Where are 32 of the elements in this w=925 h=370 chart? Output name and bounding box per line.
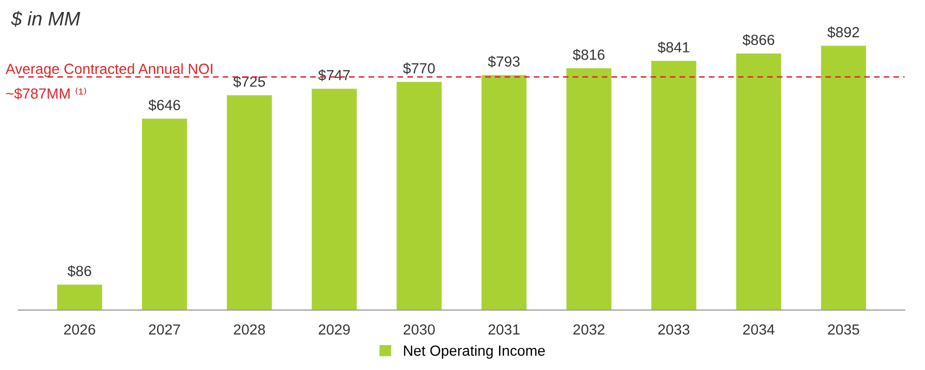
bar [142,118,187,310]
x-tick-label: 2029 [318,324,350,335]
x-tick-label: 2031 [488,324,520,335]
bar [226,95,272,310]
data-label: $770 [403,62,435,74]
data-label: $793 [488,56,520,68]
bar [57,284,102,310]
bar [736,53,782,310]
legend-label: Net Operating Income [404,345,545,359]
bar [566,68,612,310]
bar [396,82,442,310]
data-label: $747 [318,69,350,82]
bar [821,46,866,310]
x-tick-label: 2030 [404,324,435,335]
x-tick-label: 2028 [234,324,265,335]
data-label: $86 [68,265,92,278]
x-tick-label: 2035 [828,324,860,335]
x-tick-label: 2032 [573,324,604,335]
x-tick-label: 2027 [149,324,180,335]
x-tick-label: 2033 [658,324,690,335]
x-tick-label: 2034 [743,324,774,335]
ref-line-label: Average Contracted Annual NOI ~$787MM ⁽¹⁾ [6,63,212,100]
chart-title: $ in MM [10,10,80,27]
data-label: $866 [742,34,774,46]
bar [482,75,527,310]
bar [312,88,357,310]
x-tick-label: 2026 [64,324,96,335]
data-label: $841 [658,42,690,54]
bar [651,60,696,310]
data-label: $816 [572,48,604,61]
data-label: $646 [148,99,180,112]
data-label: $892 [827,26,860,38]
